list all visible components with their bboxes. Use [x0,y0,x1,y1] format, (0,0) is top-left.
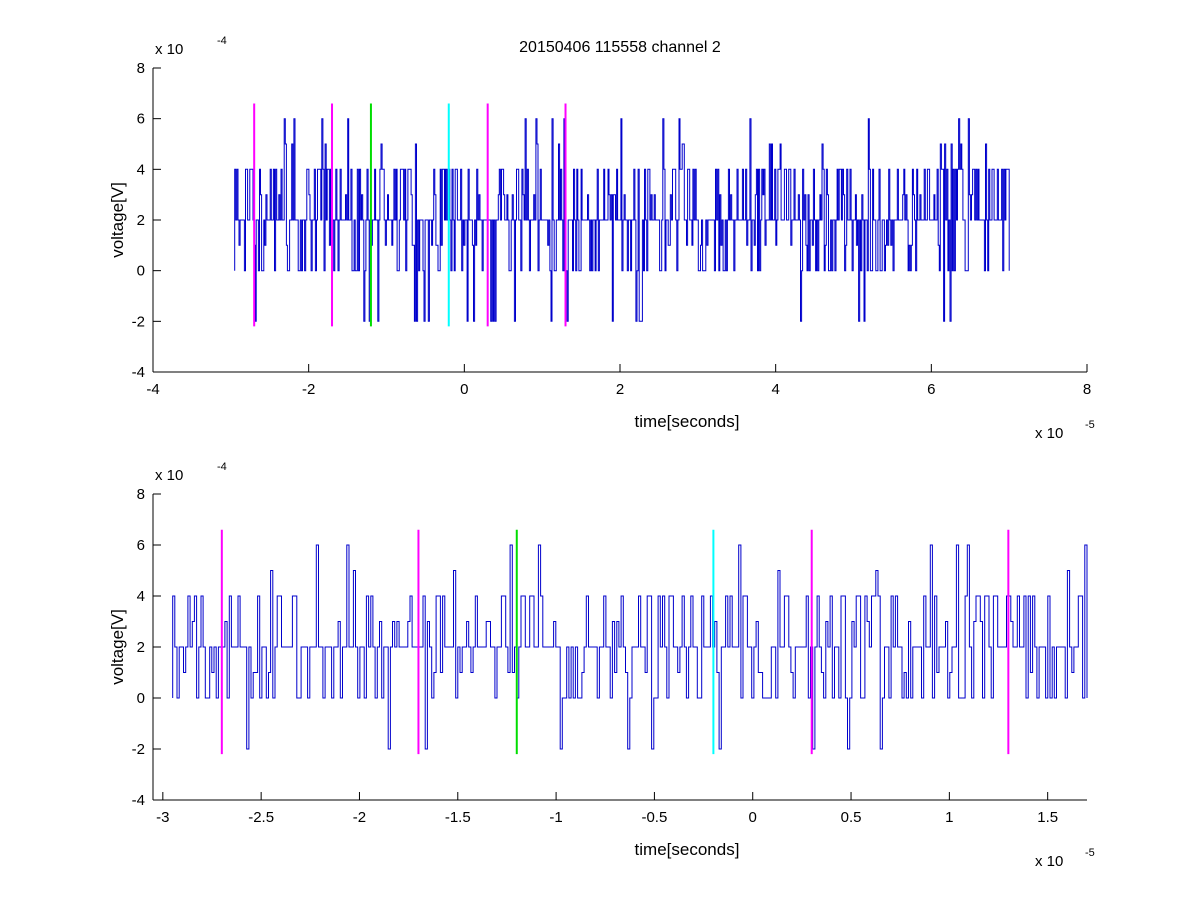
x-tick-label: 0 [749,809,757,826]
y-tick-label: 2 [137,212,145,229]
x-tick-label: 8 [1083,381,1091,398]
y-tick-label: -2 [132,741,145,758]
y-exponent-label: x 10 [155,41,183,58]
y-tick-label: 0 [137,263,145,280]
x-tick-label: 1.5 [1037,809,1058,826]
x-axis-label: time[seconds] [635,840,740,859]
x-tick-label: 6 [927,381,935,398]
x-tick-label: -1 [549,809,562,826]
bottom-plot: -3 -2.5 -2 -1.5 -1 -0.5 0 0.5 1 1.5 -4 -2 0 2 4 6 8 time[… [108,461,1095,870]
y-tick-label: -4 [132,792,145,809]
y-tick-label: 6 [137,111,145,128]
top-plot: -4 -2 0 2 4 6 8 -4 -2 0 2 4 6 8 time[seconds] voltage[V… [108,35,1095,442]
x-exponent-label: x 10 [1035,853,1063,870]
y-exponent-sup: -4 [217,35,227,47]
y-tick-label: 8 [137,486,145,503]
y-exponent-label: x 10 [155,467,183,484]
x-tick-label: -0.5 [641,809,667,826]
signal-trace [172,544,1088,750]
x-tick-label: -3 [156,809,169,826]
y-tick-label: 4 [137,588,145,605]
x-tick-label: 4 [771,381,779,398]
x-tick-label: 2 [616,381,624,398]
y-exponent-sup: -4 [217,461,227,473]
x-exponent-label: x 10 [1035,425,1063,442]
y-tick-label: 4 [137,161,145,178]
x-tick-label: -2.5 [248,809,274,826]
x-tick-label: -4 [146,381,159,398]
y-axis-label: voltage[V] [108,182,127,258]
y-tick-label: -2 [132,313,145,330]
y-tick-label: 8 [137,60,145,77]
x-axis-label: time[seconds] [635,412,740,431]
signal-trace [234,118,1010,322]
y-tick-label: 6 [137,537,145,554]
y-tick-label: 2 [137,639,145,656]
figure-title: 20150406 115558 channel 2 [519,39,721,56]
x-tick-label: 1 [945,809,953,826]
x-tick-label: -2 [302,381,315,398]
y-axis-label: voltage[V] [108,609,127,685]
x-tick-label: -2 [353,809,366,826]
y-tick-label: 0 [137,690,145,707]
x-tick-label: 0 [460,381,468,398]
x-tick-label: -1.5 [445,809,471,826]
x-exponent-sup: -5 [1085,847,1095,859]
x-tick-label: 0.5 [841,809,862,826]
x-exponent-sup: -5 [1085,419,1095,431]
y-tick-label: -4 [132,364,145,381]
